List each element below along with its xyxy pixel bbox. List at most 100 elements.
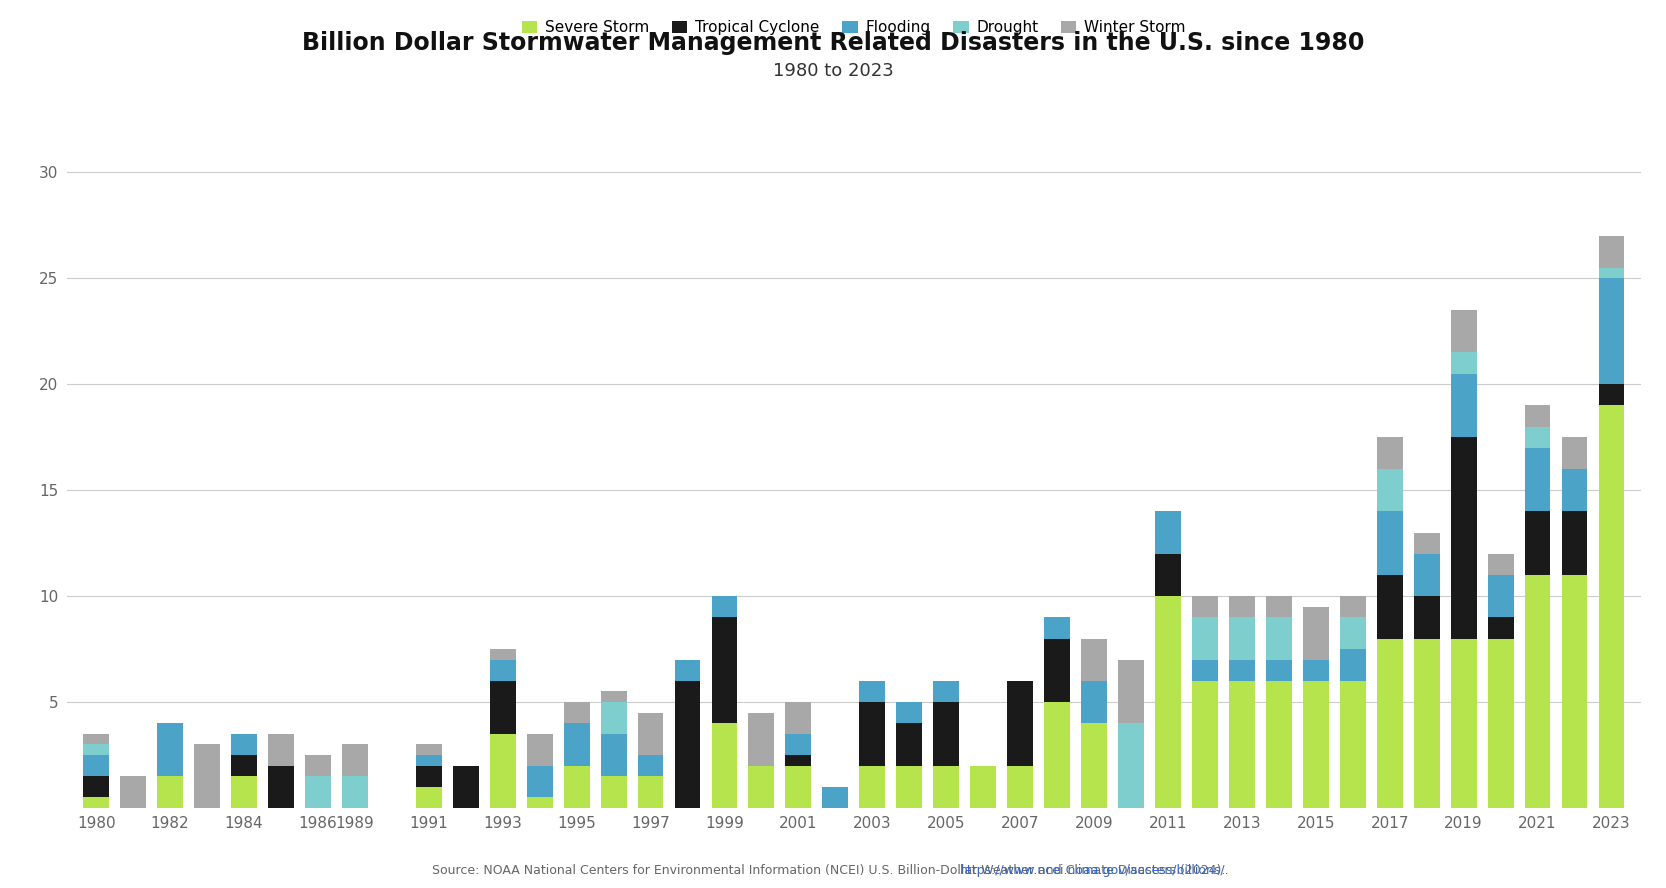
Legend: Severe Storm, Tropical Cyclone, Flooding, Drought, Winter Storm: Severe Storm, Tropical Cyclone, Flooding… [516, 14, 1191, 41]
Bar [490, 733, 516, 808]
Text: Billion Dollar Stormwater Management Related Disasters in the U.S. since 1980: Billion Dollar Stormwater Management Rel… [302, 31, 1364, 55]
Bar [1414, 596, 1439, 638]
Bar [305, 755, 332, 776]
Bar [970, 765, 996, 808]
Bar [1488, 575, 1513, 617]
Bar [232, 733, 257, 755]
Bar [748, 765, 775, 808]
Bar [1266, 681, 1291, 808]
Bar [416, 755, 441, 765]
Bar [342, 776, 368, 808]
Bar [1266, 660, 1291, 681]
Bar [157, 724, 183, 776]
Bar [1524, 426, 1551, 448]
Bar [1414, 554, 1439, 596]
Bar [638, 776, 663, 808]
Bar [1191, 596, 1218, 617]
Bar [526, 765, 553, 797]
Bar [1339, 617, 1366, 649]
Bar [896, 724, 923, 765]
Bar [1155, 511, 1181, 554]
Bar [675, 681, 700, 808]
Bar [1598, 267, 1624, 278]
Bar [1561, 437, 1588, 469]
Bar [711, 617, 738, 724]
Bar [1598, 405, 1624, 808]
Bar [268, 733, 293, 765]
Text: 1980 to 2023: 1980 to 2023 [773, 62, 893, 80]
Bar [601, 692, 626, 702]
Bar [83, 797, 110, 808]
Bar [1561, 575, 1588, 808]
Bar [711, 596, 738, 617]
Bar [1598, 278, 1624, 385]
Bar [416, 787, 441, 808]
Bar [933, 765, 960, 808]
Bar [1561, 469, 1588, 511]
Bar [1118, 724, 1145, 808]
Bar [83, 744, 110, 755]
Bar [1524, 405, 1551, 426]
Bar [1081, 681, 1106, 724]
Bar [1081, 638, 1106, 681]
Bar [785, 765, 811, 808]
Bar [416, 765, 441, 787]
Bar [490, 681, 516, 733]
Bar [268, 765, 293, 808]
Bar [823, 787, 848, 808]
Bar [1266, 617, 1291, 660]
Bar [157, 776, 183, 808]
Bar [1488, 638, 1513, 808]
Bar [748, 713, 775, 765]
Bar [1339, 596, 1366, 617]
Bar [1376, 437, 1403, 469]
Bar [1155, 554, 1181, 596]
Bar [83, 776, 110, 797]
Bar [1376, 575, 1403, 638]
Bar [1008, 765, 1033, 808]
Bar [563, 702, 590, 724]
Bar [1376, 469, 1403, 511]
Bar [305, 776, 332, 808]
Bar [490, 660, 516, 681]
Text: https://www.ncei.noaa.gov/access/billions/.: https://www.ncei.noaa.gov/access/billion… [960, 864, 1230, 877]
Bar [711, 724, 738, 808]
Bar [1045, 638, 1070, 702]
Bar [1303, 681, 1329, 808]
Bar [860, 765, 885, 808]
Bar [1191, 617, 1218, 660]
Bar [1451, 374, 1476, 437]
Bar [785, 733, 811, 755]
Bar [1045, 702, 1070, 808]
Bar [1339, 681, 1366, 808]
Bar [1008, 681, 1033, 765]
Bar [933, 681, 960, 702]
Text: Source: NOAA National Centers for Environmental Information (NCEI) U.S. Billion-: Source: NOAA National Centers for Enviro… [431, 864, 1235, 877]
Bar [601, 702, 626, 733]
Bar [1081, 724, 1106, 808]
Bar [1488, 554, 1513, 575]
Bar [1488, 617, 1513, 638]
Bar [232, 776, 257, 808]
Bar [1524, 575, 1551, 808]
Bar [1524, 448, 1551, 511]
Bar [896, 702, 923, 724]
Bar [785, 755, 811, 765]
Bar [232, 755, 257, 776]
Bar [1561, 511, 1588, 575]
Bar [675, 660, 700, 681]
Bar [1118, 660, 1145, 724]
Bar [1191, 660, 1218, 681]
Bar [195, 744, 220, 808]
Bar [83, 733, 110, 744]
Bar [933, 702, 960, 765]
Bar [1155, 596, 1181, 808]
Bar [1045, 617, 1070, 638]
Bar [1598, 235, 1624, 267]
Bar [1376, 511, 1403, 575]
Bar [526, 733, 553, 765]
Bar [1451, 310, 1476, 353]
Bar [638, 755, 663, 776]
Bar [1191, 681, 1218, 808]
Bar [1230, 596, 1254, 617]
